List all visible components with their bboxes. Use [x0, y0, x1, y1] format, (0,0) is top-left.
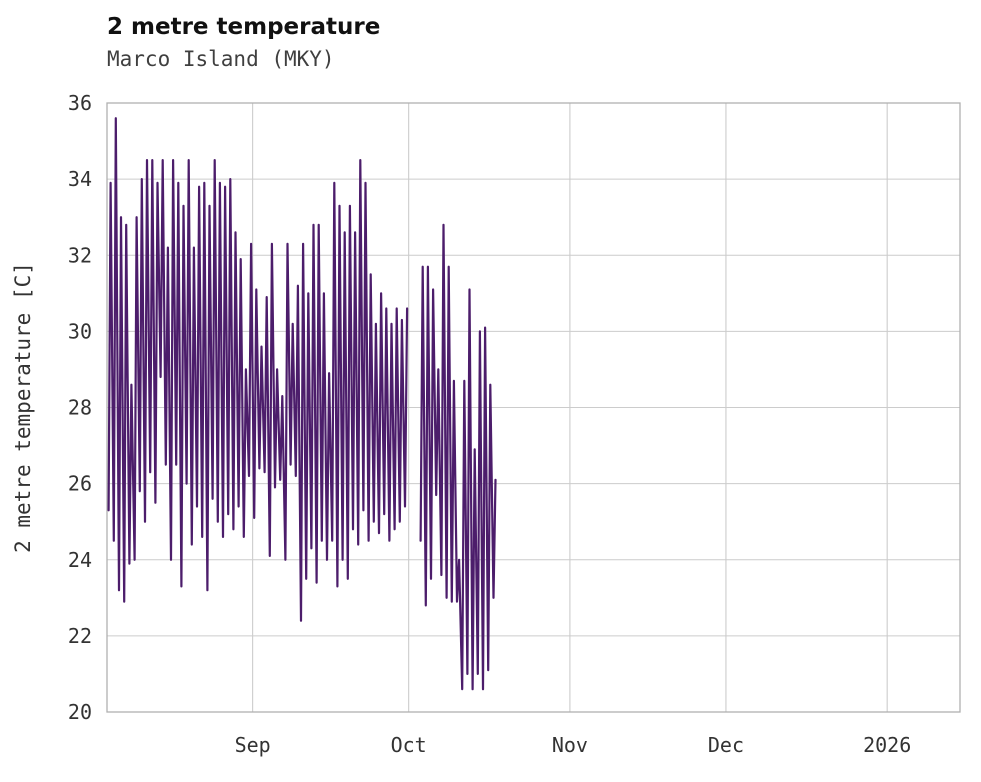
- plot-frame: [106, 102, 961, 713]
- x-tick-label: Nov: [552, 733, 588, 757]
- x-tick-label: Oct: [391, 733, 427, 757]
- temperature-line: [107, 117, 409, 622]
- y-axis-label: 2 metre temperature [C]: [11, 262, 35, 553]
- y-tick-label: 28: [68, 396, 92, 420]
- temperature-line: [419, 223, 497, 691]
- chart-header: 2 metre temperature Marco Island (MKY): [107, 14, 380, 73]
- y-tick-label: 32: [68, 243, 92, 267]
- y-tick-label: 36: [68, 91, 92, 115]
- chart-title: 2 metre temperature: [107, 14, 381, 40]
- y-tick-label: 34: [68, 167, 92, 191]
- y-tick-label: 22: [68, 624, 92, 648]
- y-tick-label: 30: [68, 319, 92, 343]
- chart-subtitle: Marco Island (MKY): [107, 46, 335, 71]
- x-tick-label: Sep: [235, 733, 271, 757]
- x-tick-label: 2026: [863, 733, 911, 757]
- y-tick-label: 26: [68, 472, 92, 496]
- y-tick-label: 20: [68, 700, 92, 724]
- y-tick-label: 24: [68, 548, 92, 572]
- x-tick-label: Dec: [708, 733, 744, 757]
